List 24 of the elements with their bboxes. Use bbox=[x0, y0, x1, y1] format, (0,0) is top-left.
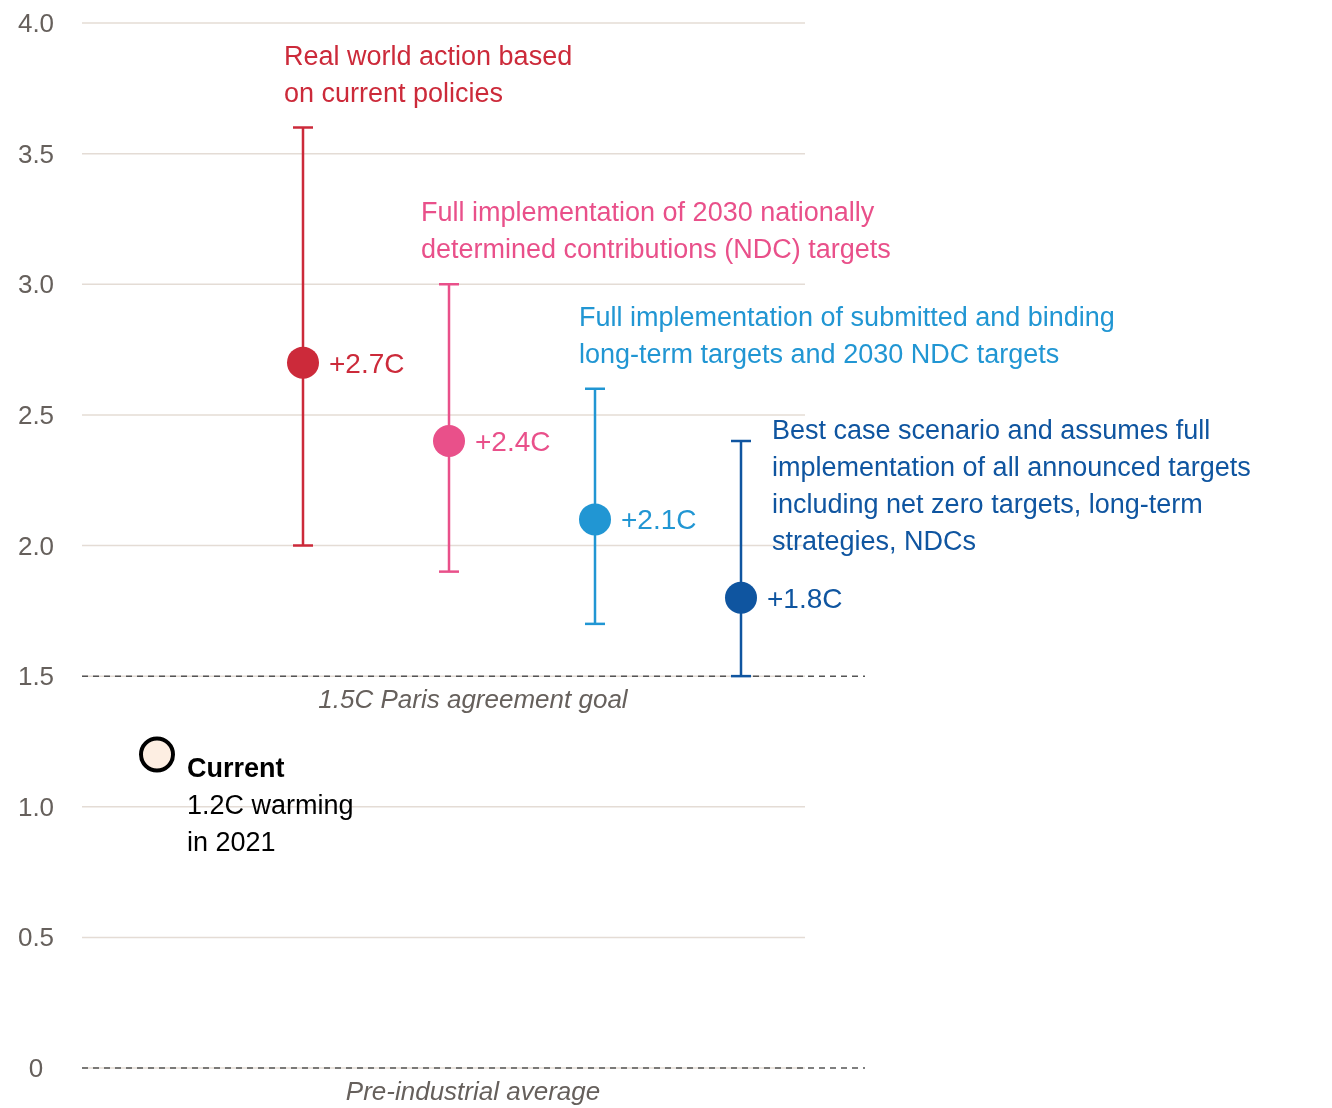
data-label: +1.8C bbox=[767, 582, 843, 614]
point bbox=[579, 503, 611, 536]
y-tick-label: 3.0 bbox=[17, 269, 55, 300]
point bbox=[287, 346, 319, 379]
y-tick-label: 4.0 bbox=[17, 8, 55, 38]
ref-line-label: Pre-industrial average bbox=[345, 1076, 601, 1106]
y-tick-label: 3.5 bbox=[17, 138, 55, 169]
y-tick-label: 1.0 bbox=[17, 791, 55, 822]
annotation: Full implementation of 2030 nationally determined contributions (NDC) targets bbox=[421, 197, 891, 265]
data-label: +2.7C bbox=[329, 347, 405, 379]
y-tick-label: 0.5 bbox=[17, 922, 55, 953]
point bbox=[725, 581, 757, 614]
annotation: Full implementation of submitted and binding long-term targets and 2030 NDC targets bbox=[579, 301, 1115, 369]
data-label: +2.1C bbox=[621, 504, 697, 536]
annotation: Real world action based on current policies bbox=[284, 40, 573, 108]
ref-line-label: 1.5C Paris agreement goal bbox=[318, 684, 629, 715]
annotation: Current 1.2C warming in 2021 bbox=[187, 752, 354, 857]
y-tick-label: 2.0 bbox=[17, 530, 55, 561]
annotation: Best case scenario and assumes full implementation of all announced targets including net zero targets, long-term strategies, NDCs bbox=[772, 415, 1251, 556]
y-tick-label: 0 bbox=[28, 1053, 44, 1083]
y-tick-label: 2.5 bbox=[17, 399, 55, 430]
y-tick-label: 1.5 bbox=[17, 661, 55, 692]
point bbox=[433, 425, 465, 457]
data-label: +2.4C bbox=[475, 426, 551, 457]
